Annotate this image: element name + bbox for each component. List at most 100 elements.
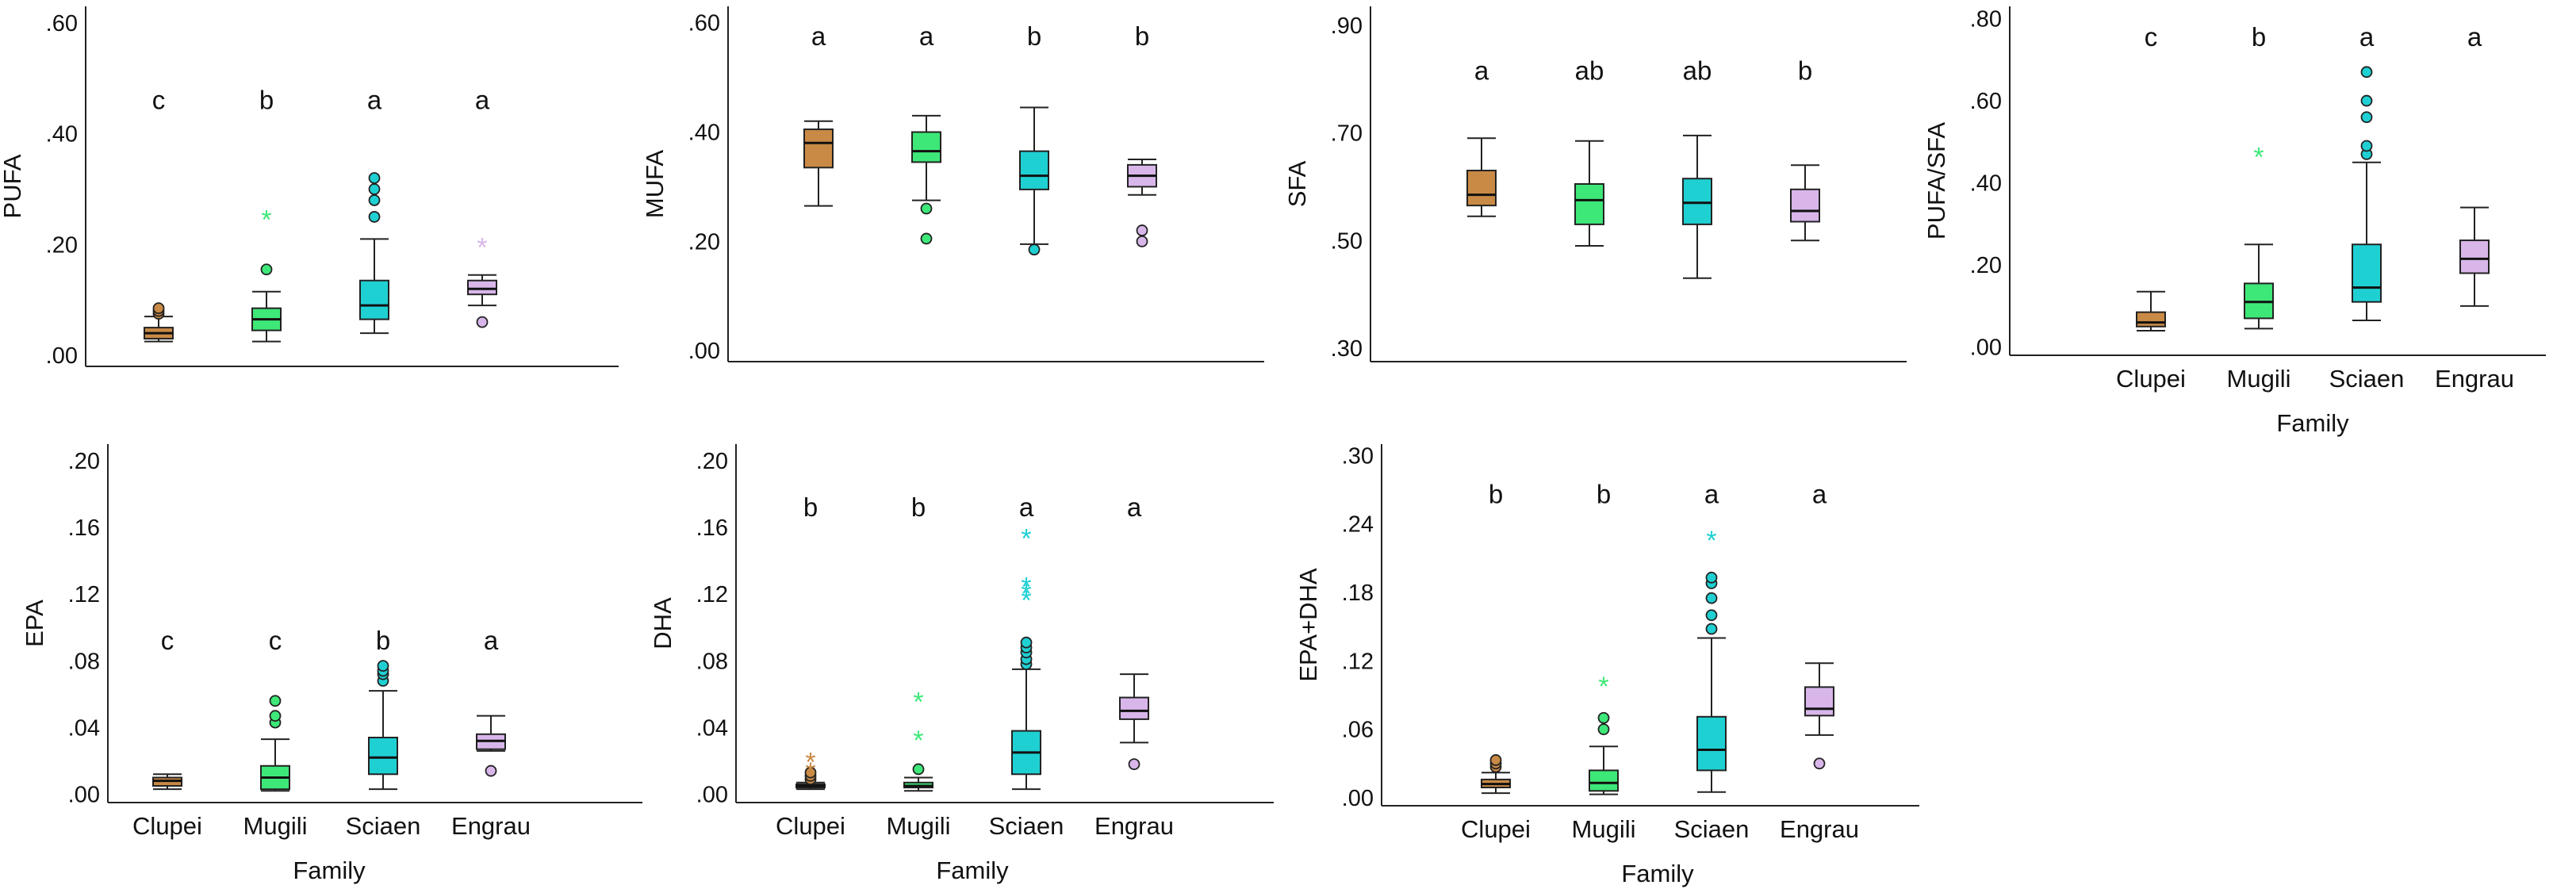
significance-letter: b [1135,21,1149,51]
y-tick-label: .60 [1970,89,2002,114]
significance-letter: b [1597,479,1611,508]
significance-letter: ab [1683,56,1712,85]
box-mugili: * * b [903,492,933,792]
significance-letter: c [161,626,174,655]
y-tick-label: .00 [688,339,720,364]
extreme-point: * [477,232,487,262]
y-tick-label: .06 [1342,718,1374,743]
y-tick-label: .08 [68,649,100,674]
extreme-point: * [1706,526,1716,556]
y-tick-label: .16 [68,515,100,541]
box-iqr [1696,715,1727,772]
significance-letter: b [376,626,390,655]
x-axis-label: Family [293,856,366,884]
outlier-point [920,232,933,245]
significance-letter: b [911,492,926,522]
significance-letter: a [475,86,490,115]
box-engrau: b [1127,21,1157,247]
outlier-point [368,183,381,195]
x-tick-label: Clupei [2116,365,2186,393]
box-sciaen: a [2352,22,2382,321]
x-tick-label: Sciaen [1674,815,1750,843]
y-axis-label: SFA [1283,160,1311,207]
box-iqr [359,279,389,320]
x-tick-label: Engrau [1780,815,1859,843]
significance-letter: a [2467,22,2482,52]
y-tick-label: .50 [1331,228,1363,254]
x-tick-label: Sciaen [346,812,421,840]
outlier-point [1813,757,1826,770]
box-iqr [1589,769,1619,792]
outlier-point [1020,636,1033,649]
y-tick-label: .00 [696,782,728,807]
box-iqr [803,128,834,169]
box-mugili: *b [2244,22,2274,330]
outlier-point [368,194,381,206]
y-tick-label: .12 [68,582,100,607]
y-tick-label: .00 [1970,335,2002,361]
x-axis-label: Family [936,856,1009,884]
outlier-point [804,766,817,779]
outlier-point [2360,111,2373,124]
box-iqr [368,737,398,776]
box-clupei: a [1466,56,1497,217]
box-mugili: ab [1574,56,1604,247]
y-tick-label: .40 [1970,171,2002,197]
box-clupei: c [152,626,182,791]
y-axis-label: EPA [21,600,48,647]
extreme-point: * [1598,672,1608,702]
x-tick-label: Mugili [2227,365,2291,393]
outlier-point [476,316,489,328]
y-tick-label: .04 [68,715,100,741]
box-iqr [1119,696,1149,720]
y-tick-label: .20 [46,232,78,258]
significance-letter: b [259,86,274,115]
outlier-point [1597,711,1610,724]
box-engrau: a [1119,492,1149,771]
extreme-point: * [1021,585,1031,615]
panel-mufa: .00 .20 .40 .60 MUFA a a b b [641,6,1264,364]
x-axis-label: Family [1621,860,1694,887]
outlier-point [1136,224,1148,236]
box-sciaen: a [359,86,389,335]
y-axis-label: PUFA/SFA [1922,122,1950,239]
outlier-point [2360,140,2373,152]
x-tick-label: Engrau [2435,365,2514,393]
box-iqr [1790,188,1820,223]
significance-letter: a [919,21,934,51]
box-engrau: a [1804,479,1834,770]
significance-letter: a [1474,56,1489,85]
panel-epa-dha: .00.06.12.18.24.30EPA+DHAbClupei*bMugili… [1294,443,1919,887]
box-iqr [911,131,941,163]
box-mugili: *b [251,86,282,343]
x-tick-label: Sciaen [989,812,1064,840]
box-iqr [1804,686,1834,717]
outlier-point [269,695,282,707]
x-tick-label: Sciaen [2329,365,2405,393]
box-iqr [1019,150,1049,190]
box-mugili: a [911,21,941,245]
y-tick-label: .60 [46,11,78,36]
outlier-point [912,763,925,776]
y-tick-label: .20 [696,449,728,474]
y-tick-label: .16 [696,515,728,541]
y-axis-label: MUFA [641,150,669,218]
significance-letter: b [1027,21,1041,51]
box-sciaen: b [1019,21,1049,256]
y-tick-label: .20 [1970,253,2002,278]
box-engrau: b [1790,56,1820,242]
y-tick-label: .40 [688,121,720,146]
y-tick-label: .00 [1342,786,1374,811]
significance-letter: c [2145,22,2158,52]
x-tick-label: Clupei [1461,815,1531,843]
outlier-point [377,660,389,672]
outlier-point [1489,754,1502,766]
panel-epa: .00 .04 .08 .12 .16 .20 EPA c Clupei c Mugili b Scia… [21,444,642,884]
y-tick-label: .80 [1970,7,2002,33]
outlier-point [1128,758,1140,771]
box-clupei: a [803,21,834,207]
significance-letter: a [1704,479,1719,508]
significance-letter: a [811,21,826,51]
outlier-point [1597,723,1610,736]
extreme-point: * [805,747,815,777]
